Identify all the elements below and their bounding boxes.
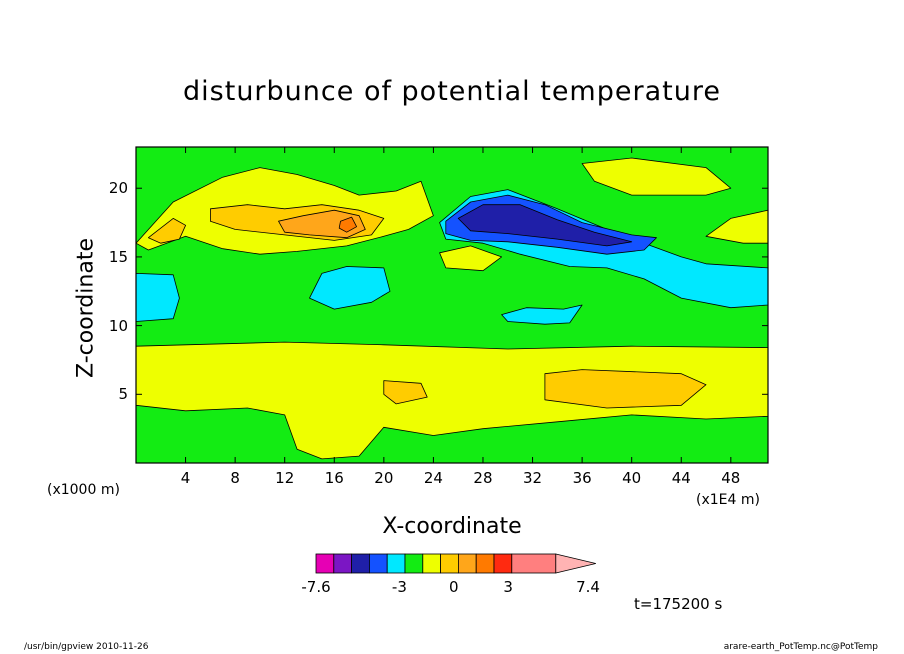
colorbar-swatch <box>475 553 495 574</box>
x-tick-label: 24 <box>423 469 443 487</box>
colorbar-swatch <box>315 553 335 574</box>
x-tick-label: 32 <box>523 469 543 487</box>
colorbar <box>315 553 596 574</box>
colorbar-swatch <box>404 553 424 574</box>
colorbar-swatch <box>493 553 513 574</box>
colorbar-swatch <box>351 553 370 574</box>
contour-region-level--1 <box>136 272 180 322</box>
contour-region-level--1 <box>501 304 583 325</box>
x-unit-left: (x1000 m) <box>47 482 120 498</box>
y-axis-label: Z-coordinate <box>73 238 99 378</box>
x-tick-label: 4 <box>180 469 191 487</box>
colorbar-extension <box>555 553 596 574</box>
colorbar-swatch <box>440 553 459 574</box>
x-tick-label: 48 <box>721 469 741 487</box>
contour-region-level--3 <box>457 204 633 247</box>
contour-region-level-1 <box>439 245 503 272</box>
y-tick-label: 20 <box>108 179 128 198</box>
contour-region-level-4 <box>338 216 358 233</box>
x-tick-label: 40 <box>622 469 642 487</box>
contour-region-level-1 <box>705 209 768 244</box>
contour-region-level--1 <box>309 266 391 310</box>
x-tick-label: 28 <box>473 469 493 487</box>
contour-region-level-2 <box>147 217 187 244</box>
y-tick-label: 15 <box>108 247 128 266</box>
contour-regions <box>136 147 768 463</box>
x-unit-right: (x1E4 m) <box>696 492 760 508</box>
y-tick-label: 10 <box>108 316 128 335</box>
plot-frame <box>135 146 769 464</box>
x-tick-label: 16 <box>324 469 344 487</box>
colorbar-tick-label: -3 <box>391 578 407 596</box>
contour-region-level-2 <box>544 369 707 409</box>
contour-region-level-2 <box>383 380 428 405</box>
x-axis-label: X-coordinate <box>382 514 522 539</box>
colorbar-tick-label: 7.4 <box>576 578 600 596</box>
x-tick-label: 12 <box>275 469 295 487</box>
colorbar-tick-label: -7.6 <box>301 578 331 596</box>
x-tick-label: 8 <box>230 469 240 487</box>
colorbar-swatch <box>386 553 406 574</box>
colorbar-swatch <box>333 553 352 574</box>
colorbar-tick-label: 3 <box>503 578 513 596</box>
y-tick-label: 5 <box>118 385 128 404</box>
x-tick-label: 44 <box>671 469 691 487</box>
axis-ticks <box>136 147 768 463</box>
x-tick-label: 20 <box>374 469 394 487</box>
contour-region-level-1 <box>581 157 732 196</box>
colorbar-swatch <box>457 553 477 574</box>
x-tick-label: 36 <box>572 469 592 487</box>
footer-program: /usr/bin/gpview 2010-11-26 <box>24 642 149 652</box>
chart-title: disturbunce of potential temperature <box>183 76 721 107</box>
colorbar-swatch <box>368 553 388 574</box>
colorbar-tick-label: 0 <box>449 578 459 596</box>
colorbar-swatch <box>422 553 441 574</box>
colorbar-swatch <box>511 553 557 574</box>
footer-source: arare-earth_PotTemp.nc@PotTemp <box>723 642 878 652</box>
time-label: t=175200 s <box>634 595 723 613</box>
